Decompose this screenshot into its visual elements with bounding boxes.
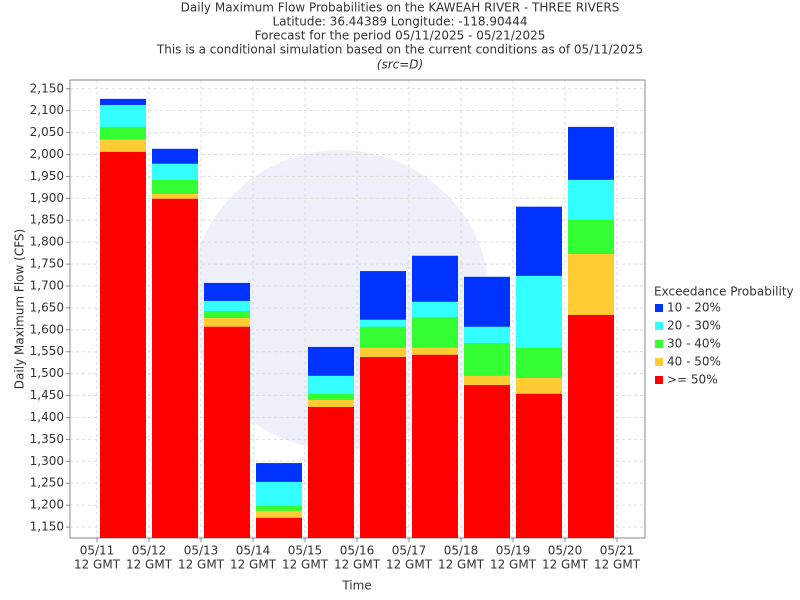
- y-tick-label: 1,850: [30, 213, 64, 227]
- x-tick-label: 05/15: [288, 544, 323, 558]
- y-tick-label: 1,150: [30, 520, 64, 534]
- x-tick-label: 12 GMT: [282, 558, 329, 572]
- x-tick-label: 12 GMT: [438, 558, 485, 572]
- bar: [204, 326, 250, 538]
- legend-label: 10 - 20%: [667, 301, 721, 315]
- x-tick-label: 12 GMT: [74, 558, 121, 572]
- y-tick-label: 1,650: [30, 300, 64, 314]
- subtitle: Latitude: 36.44389 Longitude: -118.90444: [272, 15, 527, 29]
- y-tick-label: 1,400: [30, 410, 64, 424]
- plot-frame: [69, 79, 646, 539]
- x-tick-label: 05/21: [600, 544, 635, 558]
- x-tick-label: 12 GMT: [178, 558, 225, 572]
- y-tick-label: 1,900: [30, 191, 64, 205]
- legend-swatch: [655, 340, 663, 348]
- legend-label: 40 - 50%: [667, 355, 721, 369]
- y-tick-label: 1,200: [30, 498, 64, 512]
- chart-title: Daily Maximum Flow Probabilities on the …: [181, 1, 620, 15]
- y-tick-label: 1,750: [30, 257, 64, 271]
- x-tick-label: 05/12: [132, 544, 167, 558]
- legend-swatch: [655, 358, 663, 366]
- x-tick-label: 05/14: [236, 544, 271, 558]
- legend-title: Exceedance Probability: [654, 285, 794, 299]
- bar: [256, 517, 302, 538]
- x-tick-label: 12 GMT: [126, 558, 173, 572]
- bar: [568, 314, 614, 538]
- x-tick-label: 12 GMT: [594, 558, 641, 572]
- x-tick-label: 12 GMT: [542, 558, 589, 572]
- x-tick-label: 05/13: [184, 544, 219, 558]
- y-axis-label: Daily Maximum Flow (CFS): [13, 229, 27, 389]
- y-tick-label: 1,600: [30, 322, 64, 336]
- y-tick-label: 2,100: [30, 103, 64, 117]
- x-tick-label: 12 GMT: [334, 558, 381, 572]
- bar: [360, 356, 406, 538]
- legend-label: 20 - 30%: [667, 319, 721, 333]
- bar: [464, 385, 510, 538]
- x-tick-label: 05/16: [340, 544, 375, 558]
- y-tick-label: 2,050: [30, 125, 64, 139]
- y-tick-label: 1,500: [30, 366, 64, 380]
- legend-swatch: [655, 304, 663, 312]
- x-tick-label: 12 GMT: [230, 558, 277, 572]
- y-tick-label: 1,300: [30, 454, 64, 468]
- x-tick-label: 12 GMT: [490, 558, 537, 572]
- y-tick-label: 1,800: [30, 235, 64, 249]
- subtitle: Forecast for the period 05/11/2025 - 05/…: [255, 29, 546, 43]
- y-tick-label: 1,250: [30, 476, 64, 490]
- y-tick-label: 1,950: [30, 169, 64, 183]
- source-note: (src=D): [377, 58, 423, 72]
- legend-label: 30 - 40%: [667, 337, 721, 351]
- bar: [308, 406, 354, 538]
- x-tick-label: 05/17: [392, 544, 427, 558]
- y-tick-label: 1,700: [30, 278, 64, 292]
- bar: [516, 393, 562, 538]
- legend-swatch: [655, 376, 663, 384]
- bar: [412, 354, 458, 538]
- x-tick-label: 05/19: [496, 544, 531, 558]
- bar: [100, 151, 146, 539]
- x-tick-label: 05/11: [80, 544, 115, 558]
- y-tick-label: 2,000: [30, 147, 64, 161]
- bar: [152, 198, 198, 539]
- y-tick-label: 2,150: [30, 81, 64, 95]
- x-tick-label: 12 GMT: [386, 558, 433, 572]
- x-tick-label: 05/20: [548, 544, 583, 558]
- y-tick-label: 1,550: [30, 344, 64, 358]
- legend-label: >= 50%: [667, 373, 718, 387]
- subtitle: This is a conditional simulation based o…: [156, 43, 643, 57]
- y-tick-label: 1,350: [30, 432, 64, 446]
- x-axis-label: Time: [341, 579, 371, 593]
- x-tick-label: 05/18: [444, 544, 479, 558]
- legend-swatch: [655, 322, 663, 330]
- y-tick-label: 1,450: [30, 388, 64, 402]
